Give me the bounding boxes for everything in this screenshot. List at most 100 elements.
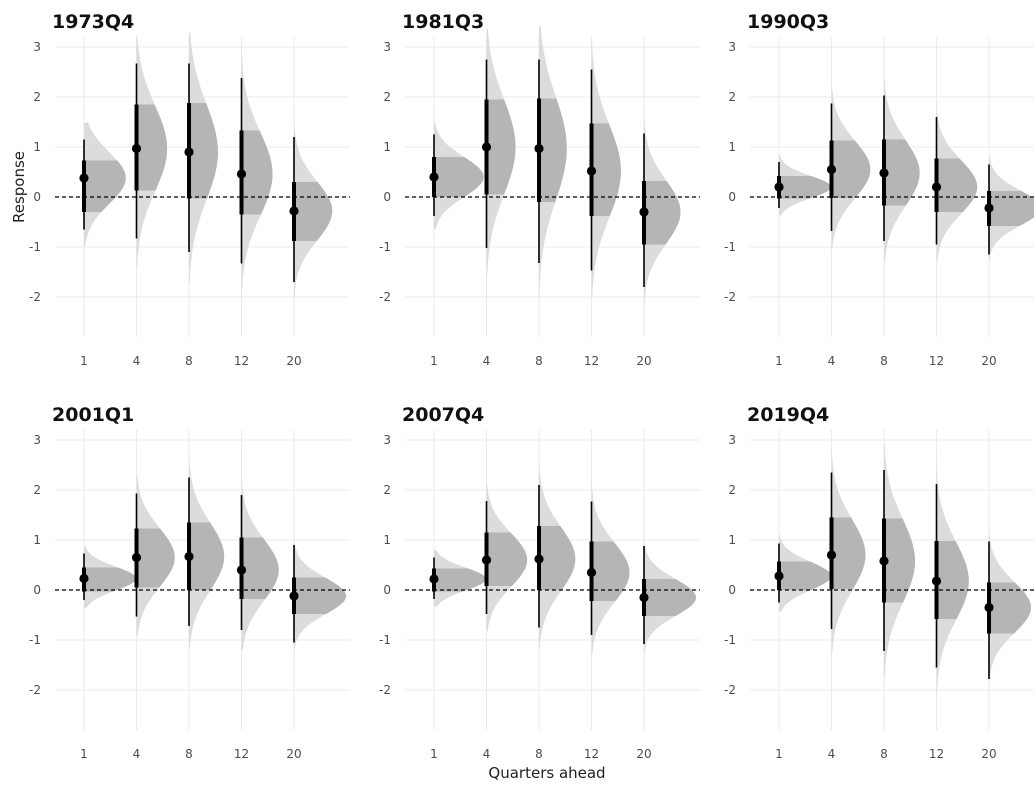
density-inner xyxy=(591,541,630,601)
density-inner xyxy=(136,104,168,191)
density-inner xyxy=(539,98,567,202)
x-tick-label: 12 xyxy=(234,747,249,761)
density-inner xyxy=(434,568,486,592)
x-tick-label: 4 xyxy=(483,747,491,761)
median-point xyxy=(79,173,89,183)
median-point xyxy=(931,182,942,192)
y-tick-label: 1 xyxy=(728,140,736,154)
panel-title: 1973Q4 xyxy=(52,11,134,33)
panel: 1973Q4 3 2 1 0 -1 -2 1 4 8 12 20 xyxy=(29,11,350,368)
x-tick-label: 20 xyxy=(981,747,996,761)
y-tick-label: -2 xyxy=(724,683,736,697)
median-point xyxy=(826,550,837,560)
x-tick-label: 12 xyxy=(584,354,599,368)
density-inner xyxy=(779,561,831,590)
x-tick-label: 20 xyxy=(286,747,301,761)
y-tick-label: -1 xyxy=(724,240,736,254)
x-tick-label: 12 xyxy=(234,354,249,368)
y-tick-label: 3 xyxy=(728,40,736,54)
density-inner xyxy=(486,532,528,586)
y-tick-label: 3 xyxy=(728,433,736,447)
y-tick-label: 3 xyxy=(33,40,41,54)
density-inner xyxy=(189,103,218,199)
density-inner xyxy=(989,582,1031,634)
y-tick-label: 2 xyxy=(383,90,391,104)
density-inner xyxy=(294,182,333,241)
y-tick-label: -1 xyxy=(379,240,391,254)
density-inner xyxy=(779,176,831,199)
density-inner xyxy=(84,567,136,592)
y-tick-label: 2 xyxy=(728,90,736,104)
x-tick-label: 20 xyxy=(636,747,651,761)
panel-title: 1990Q3 xyxy=(747,11,829,33)
x-tick-label: 1 xyxy=(80,747,88,761)
x-tick-label: 8 xyxy=(535,354,543,368)
panel: 1990Q3 3 2 1 0 -1 -2 1 4 8 12 20 xyxy=(724,11,1034,368)
x-tick-label: 12 xyxy=(929,747,944,761)
density-inner xyxy=(539,526,576,590)
y-tick-label: -2 xyxy=(379,683,391,697)
density-inner xyxy=(241,537,279,599)
density-inner xyxy=(294,577,346,614)
median-point xyxy=(774,182,784,192)
density-inner xyxy=(241,130,273,215)
density-inner xyxy=(591,123,621,216)
density-inner xyxy=(936,158,978,212)
median-point xyxy=(931,576,942,586)
y-tick-label: 1 xyxy=(33,140,41,154)
panel: 1981Q3 3 2 1 0 -1 -2 1 4 8 12 20 xyxy=(379,11,700,368)
median-point xyxy=(481,555,492,565)
y-tick-label: -2 xyxy=(29,290,41,304)
x-tick-label: 8 xyxy=(880,747,888,761)
y-tick-label: 3 xyxy=(383,40,391,54)
x-tick-label: 12 xyxy=(584,747,599,761)
median-point xyxy=(774,571,784,581)
density-inner xyxy=(831,517,866,589)
y-tick-label: 1 xyxy=(383,533,391,547)
median-point xyxy=(586,567,597,578)
y-tick-label: 0 xyxy=(383,583,391,597)
density-inner xyxy=(936,541,969,619)
x-tick-label: 20 xyxy=(981,354,996,368)
x-tick-label: 8 xyxy=(880,354,888,368)
panel-title: 2007Q4 xyxy=(402,404,484,426)
median-point xyxy=(481,142,492,152)
x-tick-label: 4 xyxy=(133,747,141,761)
median-point xyxy=(289,206,299,216)
y-tick-label: 0 xyxy=(383,190,391,204)
y-tick-label: 0 xyxy=(33,190,41,204)
density-inner xyxy=(84,160,126,212)
y-axis-title: Response xyxy=(10,151,28,223)
median-point xyxy=(879,168,889,178)
median-point xyxy=(184,147,194,157)
y-tick-label: -1 xyxy=(724,633,736,647)
density-inner xyxy=(486,99,516,195)
median-point xyxy=(289,591,299,601)
density-inner xyxy=(434,157,484,197)
median-point xyxy=(586,166,597,176)
panel: 2019Q4 3 2 1 0 -1 -2 1 4 8 12 20 xyxy=(724,404,1034,761)
median-point xyxy=(131,552,142,563)
y-tick-label: -1 xyxy=(29,633,41,647)
median-point xyxy=(429,172,439,182)
median-point xyxy=(639,592,649,603)
y-tick-label: 2 xyxy=(383,483,391,497)
y-tick-label: 2 xyxy=(33,483,41,497)
median-point xyxy=(184,551,194,562)
y-tick-label: 2 xyxy=(728,483,736,497)
y-tick-label: 3 xyxy=(383,433,391,447)
x-tick-label: 1 xyxy=(430,354,438,368)
median-point xyxy=(236,169,247,179)
x-axis-title: Quarters ahead xyxy=(488,764,605,782)
x-tick-label: 8 xyxy=(535,747,543,761)
y-tick-label: 2 xyxy=(33,90,41,104)
x-tick-label: 8 xyxy=(185,747,193,761)
density-inner xyxy=(884,139,920,206)
median-point xyxy=(826,164,837,175)
y-tick-label: 1 xyxy=(728,533,736,547)
x-tick-label: 1 xyxy=(430,747,438,761)
median-point xyxy=(534,143,544,154)
x-tick-label: 4 xyxy=(828,747,836,761)
